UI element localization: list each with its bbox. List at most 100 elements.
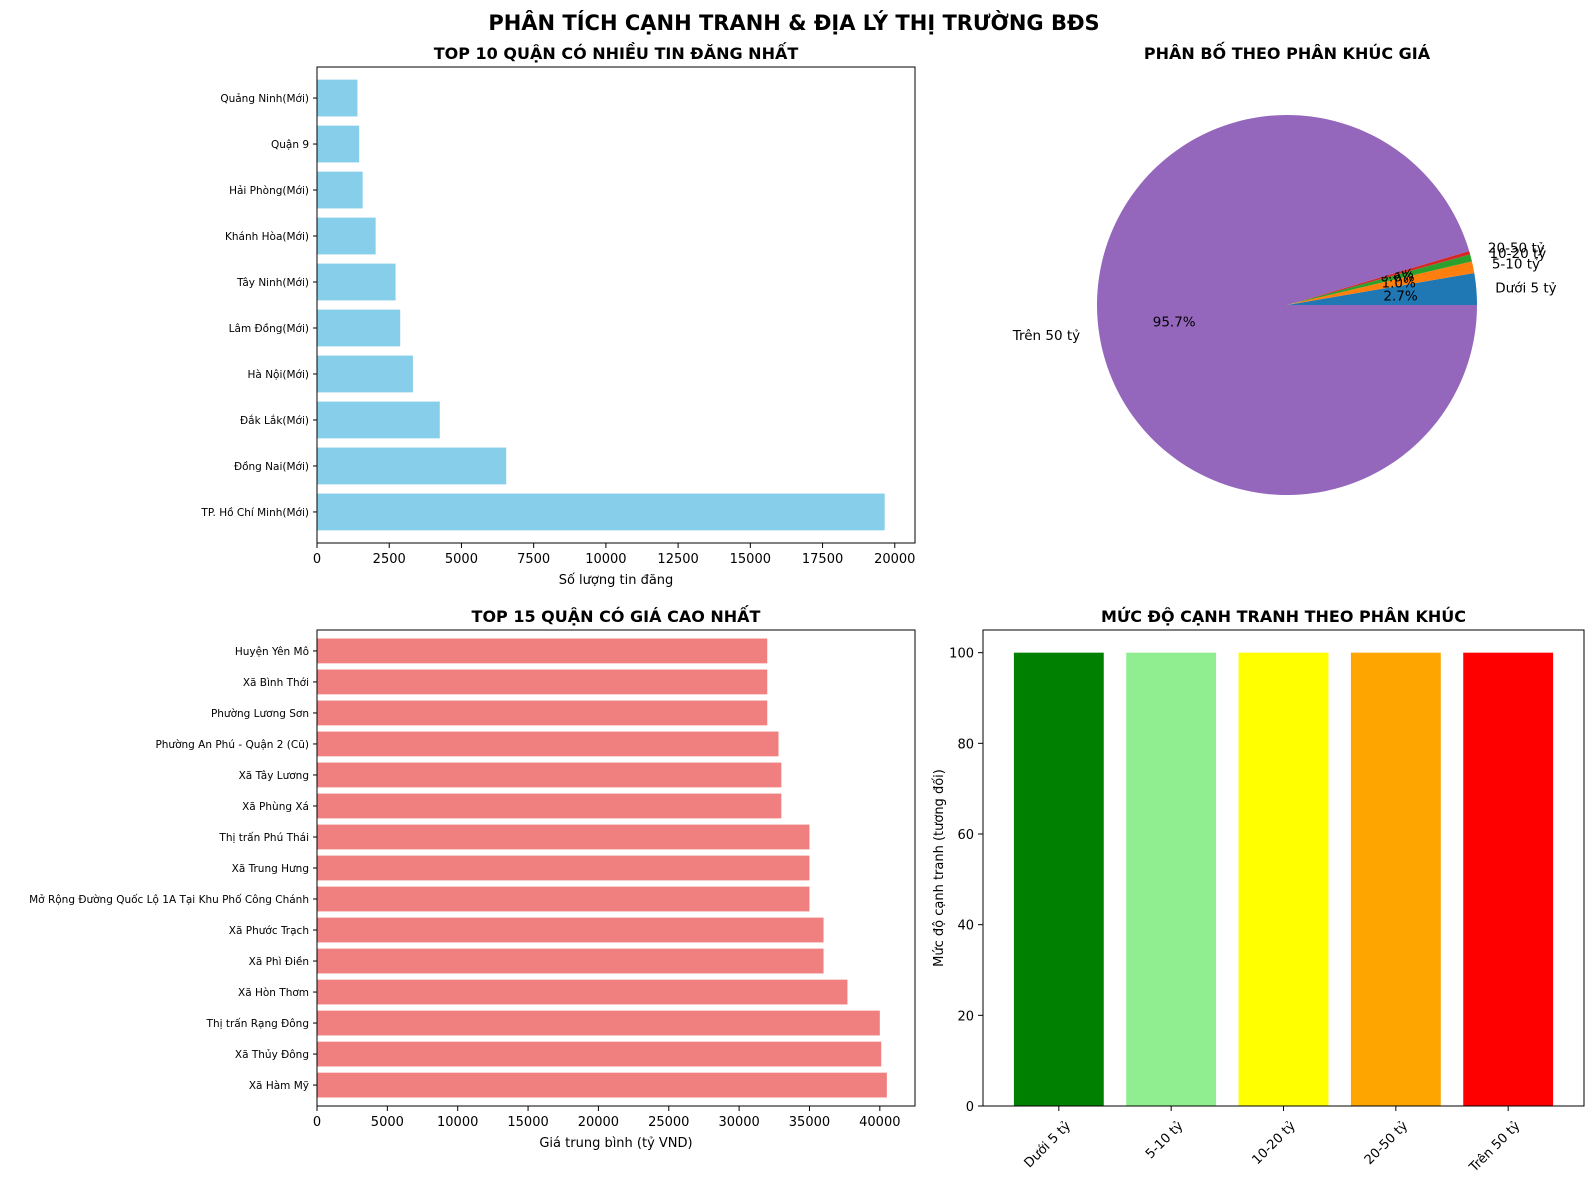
y-tick-label: Xã Hòn Thơm — [238, 987, 309, 999]
slice-percent-label: 2.7% — [1383, 288, 1417, 304]
x-tick-label: 5000 — [445, 552, 478, 567]
bar — [317, 217, 376, 255]
x-tick-label: 15000 — [730, 552, 771, 567]
x-axis-label: Giá trung bình (tỷ VND) — [539, 1136, 692, 1151]
y-tick-label: Xã Thủy Đông — [235, 1049, 309, 1061]
slice-label: 20-50 tỷ — [1488, 240, 1545, 256]
chart-title: TOP 10 QUẬN CÓ NHIỀU TIN ĐĂNG NHẤT — [434, 42, 799, 63]
x-tick-label: 10000 — [585, 552, 626, 567]
bar — [317, 855, 810, 881]
slice-label: 5-10 tỷ — [1492, 256, 1540, 272]
bar — [317, 125, 360, 163]
y-tick-label: Tây Ninh(Mới) — [236, 277, 309, 289]
bar — [317, 793, 782, 819]
y-tick-label: Xã Trung Hưng — [232, 863, 309, 875]
x-tick-label: 0 — [313, 1115, 321, 1130]
y-tick-label: Xã Phì Điền — [249, 956, 309, 968]
bar — [317, 355, 413, 393]
x-tick-label: 12500 — [657, 552, 698, 567]
x-tick-label: 20-50 tỷ — [1362, 1118, 1412, 1168]
bar — [317, 979, 848, 1005]
y-tick-label: Huyện Yên Mô — [235, 646, 309, 658]
y-tick-label: Phường Lương Sơn — [211, 708, 309, 720]
x-tick-label: 2500 — [373, 552, 406, 567]
bar — [317, 309, 401, 347]
y-tick-label: Xã Hàm Mỹ — [249, 1080, 309, 1092]
x-tick-label: 40000 — [859, 1115, 900, 1130]
bar — [317, 447, 507, 485]
plot-frame — [316, 66, 916, 544]
bar — [317, 886, 810, 912]
x-tick-label: 10000 — [437, 1115, 478, 1130]
y-tick-label: Hải Phòng(Mới) — [229, 185, 309, 197]
chart-title: MỨC ĐỘ CẠNH TRANH THEO PHÂN KHÚC — [1101, 606, 1466, 626]
pie-slice — [1287, 254, 1472, 305]
x-tick-label: 15000 — [507, 1115, 548, 1130]
bar — [317, 171, 363, 209]
bar — [1238, 652, 1329, 1106]
y-tick-label: 0 — [966, 1100, 974, 1115]
y-tick-label: 100 — [949, 647, 974, 662]
y-tick-label: Quận 9 — [271, 139, 309, 151]
bar — [1126, 652, 1217, 1106]
x-tick-label: 5000 — [371, 1115, 404, 1130]
chart-competition-level: MỨC ĐỘ CẠNH TRANH THEO PHÂN KHÚC Dưới 5 t… — [932, 606, 1585, 1176]
y-tick-label: Thị trấn Phú Thái — [218, 832, 309, 844]
figure-title: PHÂN TÍCH CẠNH TRANH & ĐỊA LÝ THỊ TRƯỜNG… — [488, 10, 1099, 35]
x-tick-label: 30000 — [718, 1115, 759, 1130]
bar — [1350, 652, 1441, 1106]
y-tick-label: Xã Tây Lương — [239, 770, 309, 782]
bar — [317, 1072, 887, 1098]
x-tick-label: 20000 — [874, 552, 915, 567]
bar — [317, 731, 779, 757]
bar — [317, 79, 358, 117]
y-tick-label: Mở Rộng Đường Quốc Lộ 1A Tại Khu Phố Côn… — [29, 894, 309, 906]
bar — [317, 948, 824, 974]
pie-slice — [1097, 114, 1477, 495]
bar — [317, 669, 768, 695]
x-tick-label: 17500 — [802, 552, 843, 567]
x-tick-label: 20000 — [578, 1115, 619, 1130]
y-tick-label: Đồng Nai(Mới) — [234, 461, 309, 473]
x-tick-label: 10-20 tỷ — [1249, 1118, 1299, 1168]
y-tick-label: Thị trấn Rạng Đông — [206, 1018, 309, 1030]
slice-percent-label: 95.7% — [1153, 314, 1196, 330]
y-tick-label: Xã Bình Thới — [243, 677, 309, 689]
y-tick-label: TP. Hồ Chí Minh(Mới) — [200, 507, 309, 519]
bar — [317, 401, 440, 439]
chart-price-segment-pie: PHÂN BỐ THEO PHÂN KHÚC GIÁ Dưới 5 tỷ 2.7% 5… — [1012, 42, 1557, 495]
y-tick-label: Khánh Hòa(Mới) — [225, 231, 309, 243]
bar — [317, 917, 824, 943]
bar — [317, 700, 768, 726]
x-tick-label: 5-10 tỷ — [1143, 1118, 1187, 1162]
y-tick-label: Xã Phước Trạch — [229, 925, 309, 937]
x-tick-label: 0 — [313, 552, 321, 567]
chart-title: PHÂN BỐ THEO PHÂN KHÚC GIÁ — [1144, 42, 1431, 63]
y-tick-label: 40 — [957, 919, 974, 934]
bar — [317, 824, 810, 850]
y-tick-label: 80 — [957, 737, 974, 752]
slice-label: Trên 50 tỷ — [1012, 328, 1080, 344]
y-tick-label: Quảng Ninh(Mới) — [220, 93, 309, 105]
plot-frame — [982, 629, 1585, 1107]
pie-slice — [1287, 273, 1477, 305]
chart-title: TOP 15 QUẬN CÓ GIÁ CAO NHẤT — [472, 605, 761, 626]
y-tick-label: Lâm Đồng(Mới) — [229, 323, 309, 335]
x-tick-label: Trên 50 tỷ — [1466, 1118, 1523, 1175]
bar — [1463, 652, 1554, 1106]
bar — [317, 1010, 880, 1036]
x-tick-label: 35000 — [789, 1115, 830, 1130]
plot-frame — [316, 629, 916, 1107]
y-tick-label: Đắk Lắk(Mới) — [240, 414, 309, 427]
x-tick-label: 7500 — [517, 552, 550, 567]
slice-label: 10-20 tỷ — [1489, 246, 1546, 262]
y-tick-label: Phường An Phú - Quận 2 (Cũ) — [155, 739, 309, 751]
bar — [317, 638, 768, 664]
bar — [1013, 652, 1104, 1106]
y-axis-label: Mức độ cạnh tranh (tương đối) — [932, 769, 947, 967]
chart-top-price-districts: TOP 15 QUẬN CÓ GIÁ CAO NHẤT Xã Hàm Mỹ Xã T… — [29, 605, 916, 1151]
y-tick-label: Hà Nội(Mới) — [248, 369, 309, 381]
bar — [317, 762, 782, 788]
pie-slice — [1287, 251, 1471, 305]
